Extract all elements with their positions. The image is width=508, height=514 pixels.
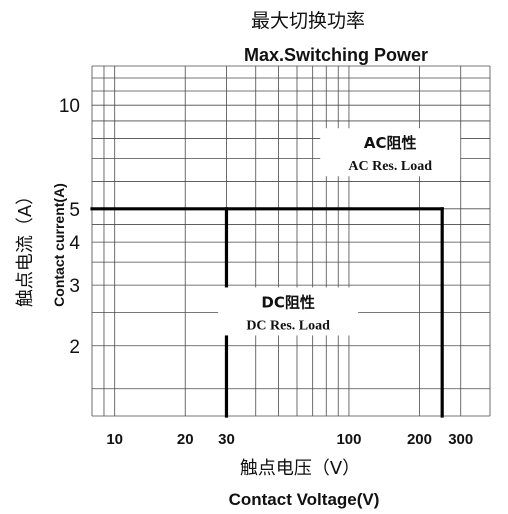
x-tick-labels: 10 20 30 100 200 300	[106, 431, 473, 448]
region-labels: AC阻性 AC Res. Load DC阻性 DC Res. Load	[218, 128, 461, 336]
y-tick-label: 10	[59, 96, 80, 117]
x-axis-label-cn: 触点电压（V）	[240, 458, 360, 479]
y-axis-label-cn: 触点电流（A）	[15, 187, 36, 307]
region-label-cn-ac: AC阻性	[364, 134, 417, 152]
y-tick-label: 3	[69, 276, 80, 297]
region-label-bg-ac	[320, 128, 461, 177]
x-tick-label: 100	[336, 431, 361, 448]
x-axis-label: Contact Voltage(V)	[229, 490, 380, 509]
x-tick-label: 200	[407, 431, 432, 448]
x-tick-label: 20	[177, 431, 194, 448]
region-label-cn-dc: DC阻性	[261, 293, 314, 311]
chart-grid	[91, 65, 491, 417]
x-tick-label: 10	[106, 431, 123, 448]
y-tick-labels: 2 3 4 5 10	[59, 96, 81, 358]
region-label-en-ac: AC Res. Load	[348, 159, 432, 174]
y-axis-label: Contact current(A)	[51, 183, 67, 307]
chart-title: 最大切换功率	[251, 10, 365, 32]
x-tick-label: 30	[218, 431, 235, 448]
x-tick-label: 300	[448, 431, 473, 448]
y-tick-label: 5	[69, 200, 80, 221]
y-tick-label: 4	[69, 233, 80, 254]
region-label-bg-dc	[218, 287, 359, 336]
region-label-en-dc: DC Res. Load	[246, 318, 330, 333]
y-tick-label: 2	[69, 337, 80, 358]
chart-subtitle: Max.Switching Power	[244, 45, 428, 65]
